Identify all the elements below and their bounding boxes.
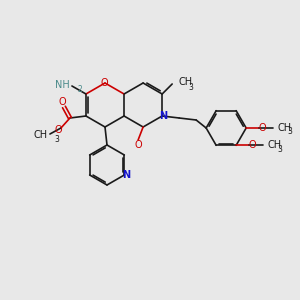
Text: 3: 3 [188,82,193,91]
Text: O: O [58,97,66,107]
Text: 3: 3 [54,134,59,143]
Text: CH: CH [267,140,281,150]
Text: O: O [100,78,108,88]
Text: CH: CH [34,130,48,140]
Text: O: O [54,125,62,135]
Text: 2: 2 [78,85,83,94]
Text: O: O [248,140,256,150]
Text: NH: NH [55,80,70,90]
Text: CH: CH [178,77,192,87]
Text: N: N [122,170,130,180]
Text: O: O [134,140,142,150]
Text: 3: 3 [277,145,282,154]
Text: CH: CH [277,123,291,133]
Text: N: N [159,111,167,121]
Text: O: O [258,123,266,133]
Text: 3: 3 [287,128,292,136]
